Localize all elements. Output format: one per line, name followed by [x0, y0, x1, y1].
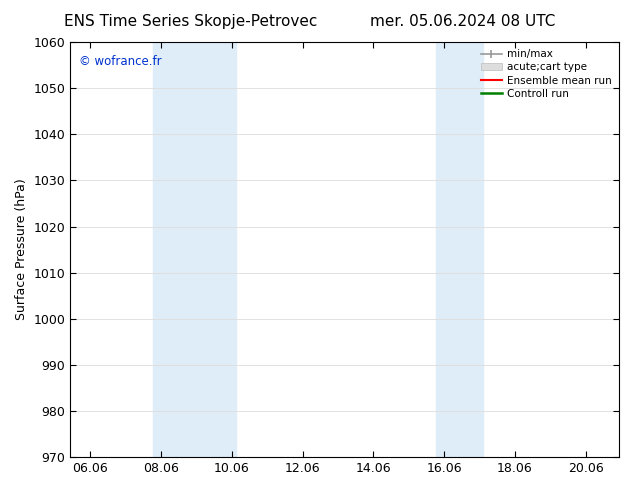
- Text: mer. 05.06.2024 08 UTC: mer. 05.06.2024 08 UTC: [370, 14, 555, 29]
- Bar: [153, 42, 236, 457]
- Text: © wofrance.fr: © wofrance.fr: [79, 54, 161, 68]
- Legend: min/max, acute;cart type, Ensemble mean run, Controll run: min/max, acute;cart type, Ensemble mean …: [477, 45, 616, 103]
- Bar: [436, 42, 483, 457]
- Text: ENS Time Series Skopje-Petrovec: ENS Time Series Skopje-Petrovec: [63, 14, 317, 29]
- Y-axis label: Surface Pressure (hPa): Surface Pressure (hPa): [15, 179, 28, 320]
